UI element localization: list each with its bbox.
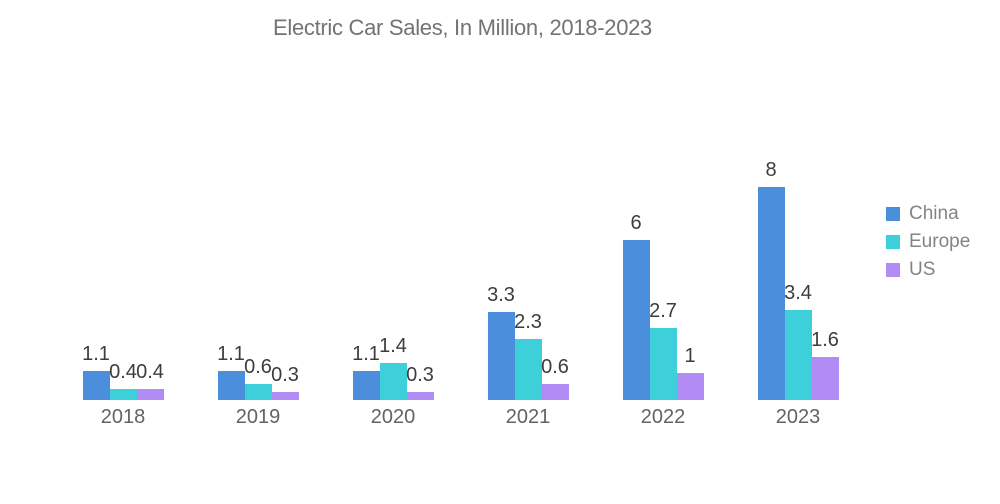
bar-value-label-europe-2021: 2.3 <box>514 310 542 333</box>
bar-value-label-us-2019: 0.3 <box>271 364 299 387</box>
bar-china-2019 <box>217 370 245 400</box>
bar-europe-2019 <box>244 384 272 400</box>
bar-value-label-europe-2023: 3.4 <box>784 281 812 304</box>
bar-value-label-us-2018: 0.4 <box>136 361 164 384</box>
bar-europe-2020 <box>379 362 407 400</box>
bar-europe-2021 <box>514 338 542 400</box>
bar-value-label-china-2022: 6 <box>630 212 642 235</box>
bar-us-2023 <box>811 357 839 400</box>
bar-china-2023 <box>757 187 785 400</box>
bar-value-label-us-2021: 0.6 <box>541 356 569 379</box>
bar-value-label-china-2023: 8 <box>765 159 777 182</box>
bar-china-2021 <box>487 312 515 400</box>
bar-value-label-europe-2019: 0.6 <box>244 356 272 379</box>
legend-label: US <box>909 259 936 280</box>
bar-value-label-us-2020: 0.3 <box>406 364 434 387</box>
x-axis-label-2018: 2018 <box>100 406 146 428</box>
bar-value-label-europe-2018: 0.4 <box>109 361 137 384</box>
bar-china-2022 <box>622 240 650 400</box>
bar-europe-2022 <box>649 328 677 400</box>
legend-label: China <box>909 203 959 224</box>
bar-us-2021 <box>541 384 569 400</box>
bar-value-label-china-2021: 3.3 <box>487 284 515 307</box>
legend-item-europe: Europe <box>886 231 970 253</box>
bar-us-2019 <box>271 392 299 400</box>
bar-europe-2018 <box>109 389 137 400</box>
legend-label: Europe <box>909 231 971 252</box>
legend-swatch-icon <box>886 263 900 277</box>
legend-swatch-icon <box>886 207 900 221</box>
x-axis-label-2022: 2022 <box>640 406 686 428</box>
bar-china-2020 <box>352 370 380 400</box>
bar-value-label-us-2023: 1.6 <box>811 329 839 352</box>
plot-area: 1.1 0.4 0.4 2018 1.1 0.6 0.3 2019 1.1 1.4 0.3 2020 3… <box>82 159 839 428</box>
x-axis-label-2019: 2019 <box>235 406 281 428</box>
bar-us-2020 <box>406 392 434 400</box>
bar-value-label-china-2018: 1.1 <box>82 342 110 365</box>
bar-value-label-europe-2022: 2.7 <box>649 300 677 323</box>
bar-value-label-us-2022: 1 <box>684 345 696 368</box>
legend-item-china: China <box>886 203 970 225</box>
bar-value-label-europe-2020: 1.4 <box>379 334 407 357</box>
bar-value-label-china-2019: 1.1 <box>217 342 245 365</box>
bar-europe-2023 <box>784 309 812 400</box>
x-axis-label-2021: 2021 <box>505 406 551 428</box>
legend: China Europe US <box>886 203 970 287</box>
bar-value-label-china-2020: 1.1 <box>352 342 380 365</box>
x-axis-label-2023: 2023 <box>775 406 821 428</box>
legend-swatch-icon <box>886 235 900 249</box>
chart-title: Electric Car Sales, In Million, 2018-202… <box>273 15 652 40</box>
bar-china-2018 <box>82 370 110 400</box>
bar-us-2018 <box>136 389 164 400</box>
bar-us-2022 <box>676 373 704 400</box>
legend-item-us: US <box>886 259 970 281</box>
x-axis-label-2020: 2020 <box>370 406 416 428</box>
